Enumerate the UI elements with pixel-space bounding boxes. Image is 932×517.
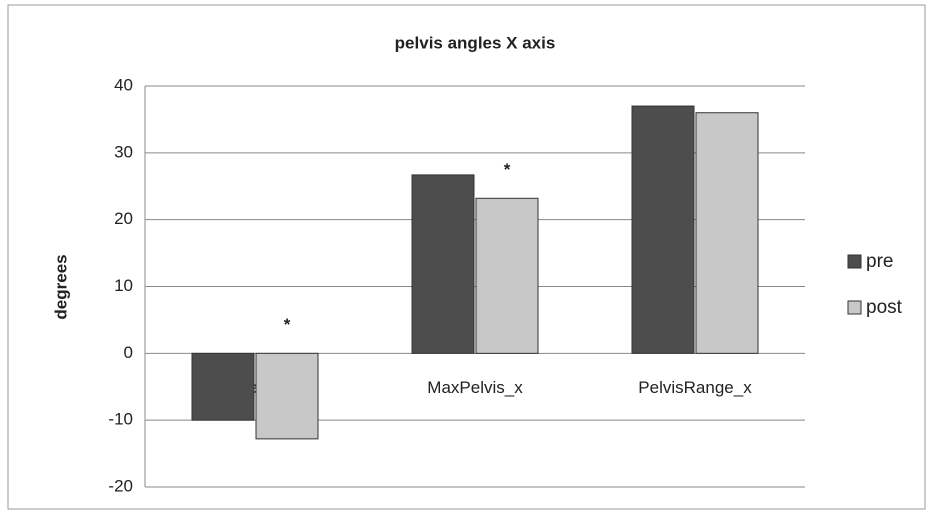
annotation: * xyxy=(504,160,511,179)
y-tick-label: 20 xyxy=(114,209,133,228)
legend-label: pre xyxy=(866,251,893,272)
bar xyxy=(411,174,475,354)
y-tick-label: -10 xyxy=(108,410,133,429)
legend-swatch xyxy=(847,254,862,269)
x-tick-label: PelvisRange_x xyxy=(638,378,752,397)
y-tick-label: -20 xyxy=(108,476,133,495)
bar xyxy=(191,352,255,421)
x-tick-label: MaxPelvis_x xyxy=(427,378,523,397)
y-axis-label: degrees xyxy=(51,254,70,319)
bar xyxy=(475,197,539,354)
annotation: * xyxy=(284,315,291,334)
y-tick-label: 0 xyxy=(124,343,133,362)
y-tick-label: 10 xyxy=(114,276,133,295)
bar xyxy=(695,112,759,354)
y-tick-label: 40 xyxy=(114,75,133,94)
chart-title: pelvis angles X axis xyxy=(395,33,556,52)
legend-label: post xyxy=(866,297,903,318)
bar xyxy=(631,105,695,354)
y-tick-label: 30 xyxy=(114,142,133,161)
legend-swatch xyxy=(847,300,862,315)
bar xyxy=(255,352,319,440)
